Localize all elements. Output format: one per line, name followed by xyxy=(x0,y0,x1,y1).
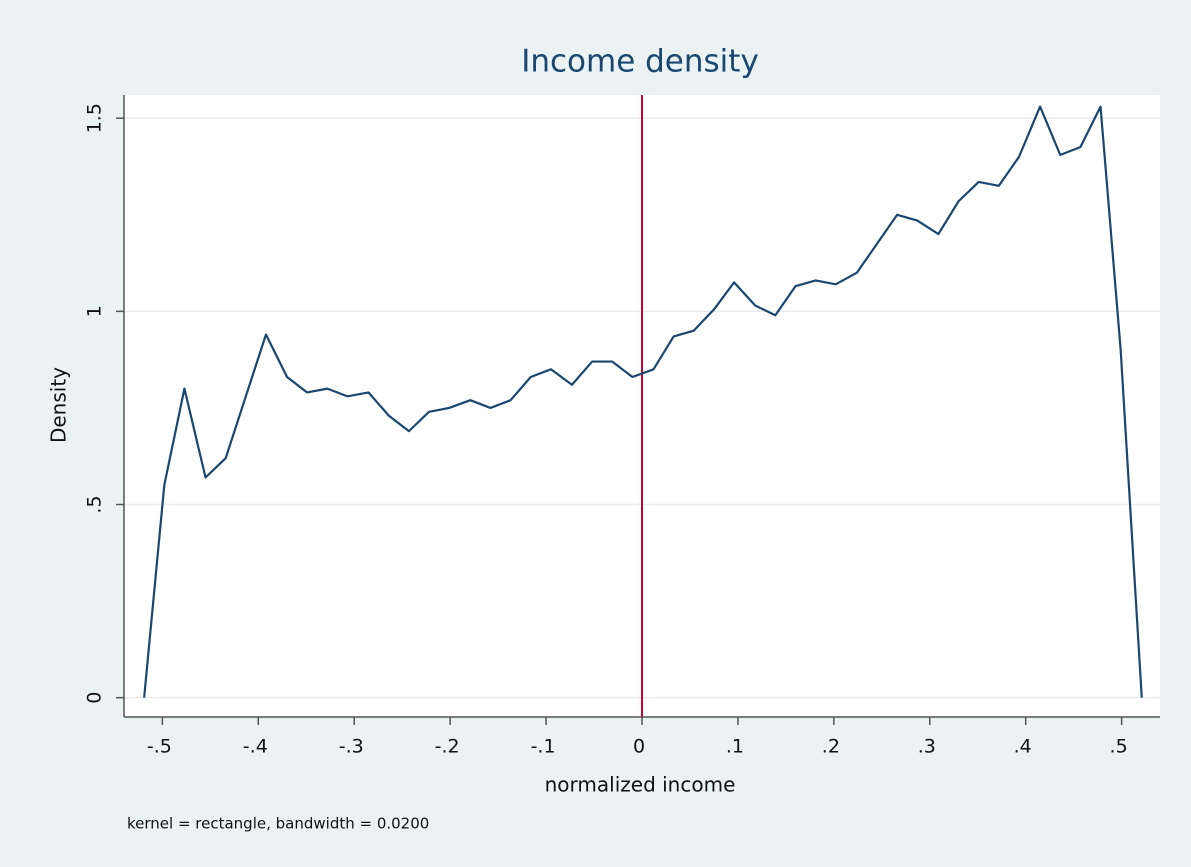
x-tick-label: .5 xyxy=(1110,736,1128,758)
x-tick-label: -.5 xyxy=(147,736,172,758)
chart-title: Income density xyxy=(521,44,759,80)
y-tick-label: 1.5 xyxy=(84,103,106,133)
x-tick-label: .1 xyxy=(726,736,744,758)
y-axis-title: Density xyxy=(47,367,71,443)
y-tick-label: 0 xyxy=(84,692,106,704)
x-tick-label: .4 xyxy=(1014,736,1032,758)
y-tick-label: 1 xyxy=(84,305,106,317)
y-tick-label: .5 xyxy=(84,495,106,513)
x-tick-label: .3 xyxy=(918,736,936,758)
x-tick-label: -.2 xyxy=(435,736,460,758)
density-line xyxy=(143,105,1143,698)
x-axis-title: normalized income xyxy=(545,773,736,797)
x-tick-label: -.1 xyxy=(531,736,556,758)
x-tick-label: .2 xyxy=(822,736,840,758)
note: kernel = rectangle, bandwidth = 0.0200 xyxy=(127,815,429,833)
x-tick-label: 0 xyxy=(633,736,645,758)
x-tick-label: -.3 xyxy=(339,736,364,758)
x-tick-label: -.4 xyxy=(243,736,268,758)
